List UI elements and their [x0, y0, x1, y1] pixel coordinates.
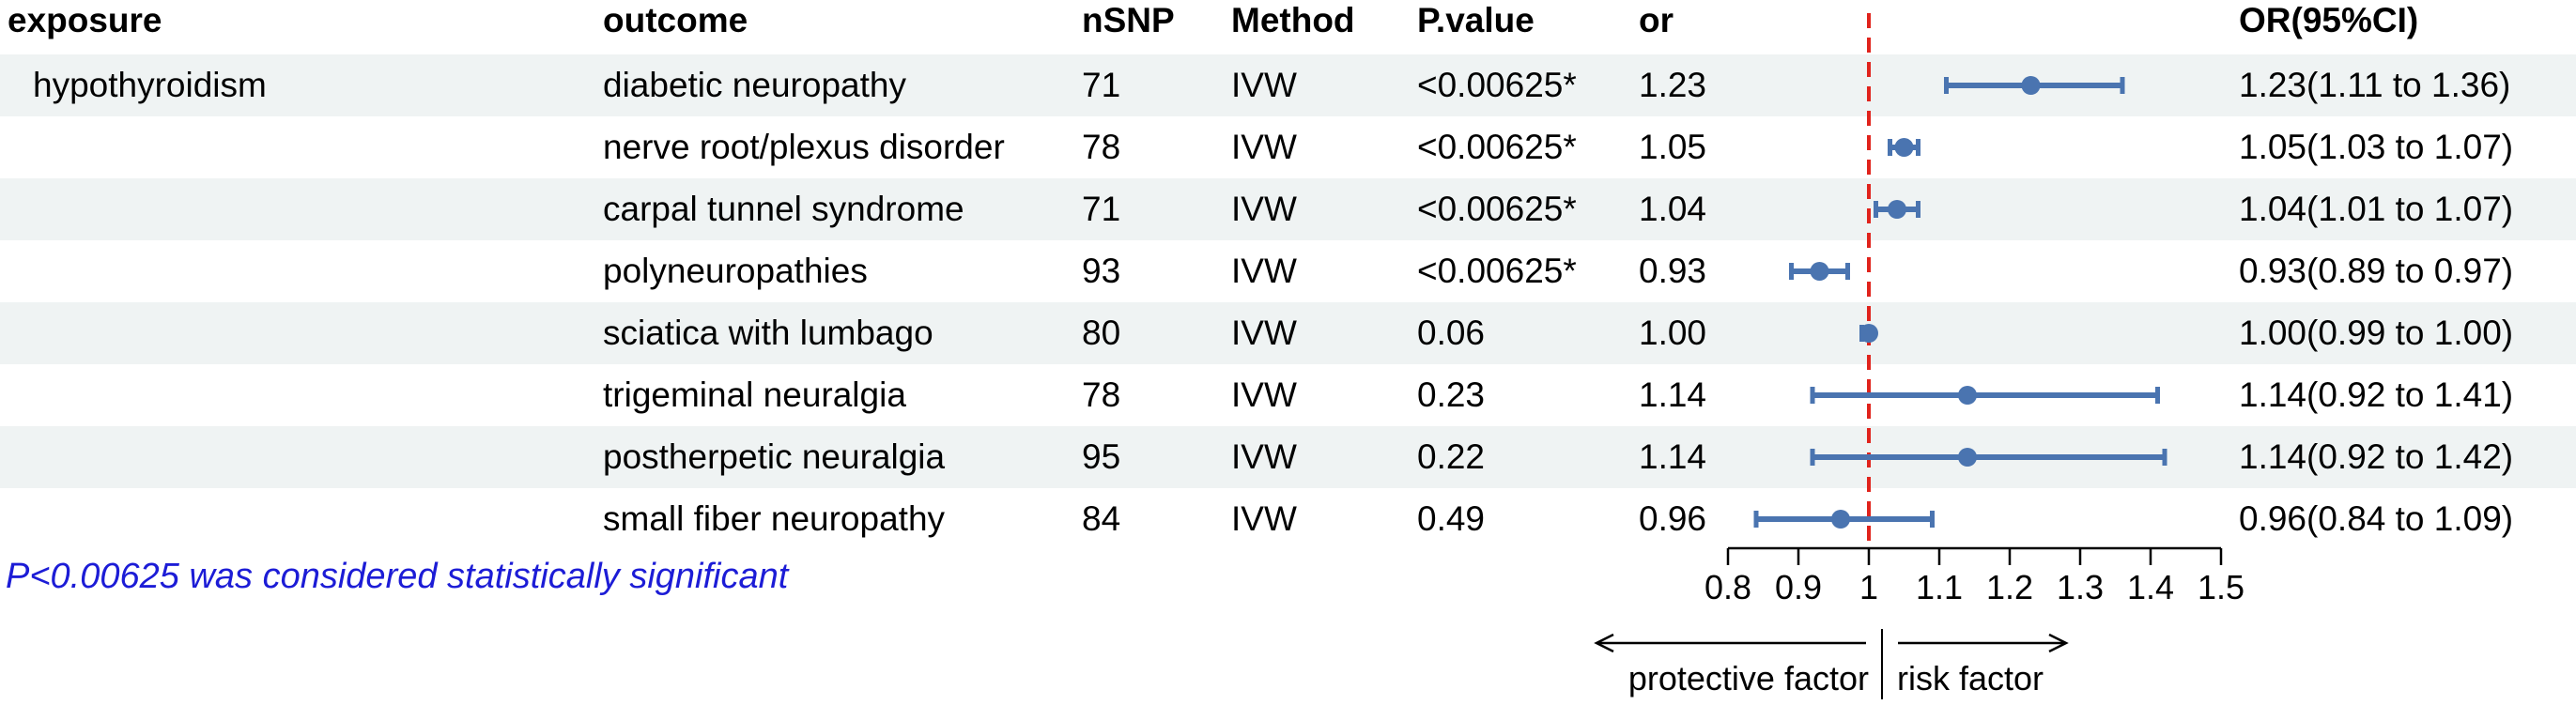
cell-ci: 1.14(0.92 to 1.41) [2239, 375, 2514, 414]
cell-ci: 0.96(0.84 to 1.09) [2239, 499, 2514, 538]
point-estimate [1831, 510, 1850, 529]
cell-or: 1.14 [1639, 437, 1707, 476]
cell-or: 0.96 [1639, 499, 1707, 538]
cell-outcome: diabetic neuropathy [603, 66, 906, 104]
cell-nsnp: 71 [1082, 66, 1121, 104]
cell-method: IVW [1231, 66, 1297, 104]
point-estimate [1810, 262, 1829, 281]
header-or: or [1639, 1, 1674, 39]
cell-method: IVW [1231, 128, 1297, 166]
cell-outcome: sciatica with lumbago [603, 314, 933, 352]
point-estimate [2021, 76, 2041, 95]
row-band [0, 302, 2576, 364]
cell-or: 1.04 [1639, 190, 1707, 228]
x-tick-label: 1.1 [1916, 568, 1963, 606]
cell-nsnp: 78 [1082, 128, 1121, 166]
cell-nsnp: 78 [1082, 375, 1121, 414]
cell-or: 1.23 [1639, 66, 1707, 104]
cell-method: IVW [1231, 375, 1297, 414]
cell-pvalue: 0.23 [1417, 375, 1486, 414]
risk-factor-label: risk factor [1897, 659, 2044, 697]
point-estimate [1888, 200, 1906, 219]
cell-ci: 1.14(0.92 to 1.42) [2239, 437, 2514, 476]
header-exposure: exposure [8, 1, 162, 39]
x-tick-label: 1.3 [2057, 568, 2104, 606]
cell-method: IVW [1231, 499, 1297, 538]
cell-outcome: small fiber neuropathy [603, 499, 946, 538]
x-tick-label: 1 [1859, 568, 1878, 606]
x-tick-label: 0.8 [1704, 568, 1751, 606]
point-estimate [1859, 324, 1878, 343]
cell-pvalue: <0.00625* [1417, 128, 1577, 166]
cell-ci: 1.05(1.03 to 1.07) [2239, 128, 2514, 166]
cell-pvalue: 0.22 [1417, 437, 1486, 476]
cell-method: IVW [1231, 190, 1297, 228]
cell-method: IVW [1231, 252, 1297, 290]
x-tick-label: 1.5 [2198, 568, 2244, 606]
point-estimate [1958, 386, 1977, 405]
cell-ci: 0.93(0.89 to 0.97) [2239, 252, 2514, 290]
cell-nsnp: 80 [1082, 314, 1121, 352]
header-method: Method [1231, 1, 1355, 39]
header-nsnp: nSNP [1082, 1, 1175, 39]
cell-nsnp: 95 [1082, 437, 1121, 476]
cell-outcome: postherpetic neuralgia [603, 437, 946, 476]
cell-exposure: hypothyroidism [33, 66, 267, 104]
cell-or: 0.93 [1639, 252, 1707, 290]
risk-arrowhead [2048, 633, 2069, 653]
cell-method: IVW [1231, 437, 1297, 476]
cell-outcome: polyneuropathies [603, 252, 868, 290]
cell-or: 1.14 [1639, 375, 1707, 414]
cell-nsnp: 71 [1082, 190, 1121, 228]
header-outcome: outcome [603, 1, 748, 39]
cell-method: IVW [1231, 314, 1297, 352]
cell-ci: 1.04(1.01 to 1.07) [2239, 190, 2514, 228]
cell-or: 1.00 [1639, 314, 1707, 352]
cell-nsnp: 84 [1082, 499, 1121, 538]
header-ci: OR(95%CI) [2239, 1, 2419, 39]
cell-pvalue: 0.49 [1417, 499, 1486, 538]
cell-pvalue: 0.06 [1417, 314, 1486, 352]
cell-pvalue: <0.00625* [1417, 252, 1577, 290]
row-band [0, 178, 2576, 240]
header-pvalue: P.value [1417, 1, 1535, 39]
cell-ci: 1.00(0.99 to 1.00) [2239, 314, 2514, 352]
significance-note: P<0.00625 was considered statistically s… [6, 557, 789, 596]
cell-outcome: nerve root/plexus disorder [603, 128, 1005, 166]
cell-or: 1.05 [1639, 128, 1707, 166]
cell-pvalue: <0.00625* [1417, 66, 1577, 104]
cell-outcome: trigeminal neuralgia [603, 375, 906, 414]
protective-arrowhead [1594, 633, 1614, 653]
x-tick-label: 0.9 [1775, 568, 1822, 606]
row-band [0, 54, 2576, 116]
cell-nsnp: 93 [1082, 252, 1121, 290]
point-estimate [1894, 138, 1914, 157]
cell-ci: 1.23(1.11 to 1.36) [2239, 66, 2511, 104]
protective-factor-label: protective factor [1628, 659, 1869, 697]
cell-outcome: carpal tunnel syndrome [603, 190, 964, 228]
x-tick-label: 1.2 [1986, 568, 2033, 606]
point-estimate [1958, 448, 1977, 467]
x-tick-label: 1.4 [2127, 568, 2174, 606]
cell-pvalue: <0.00625* [1417, 190, 1577, 228]
